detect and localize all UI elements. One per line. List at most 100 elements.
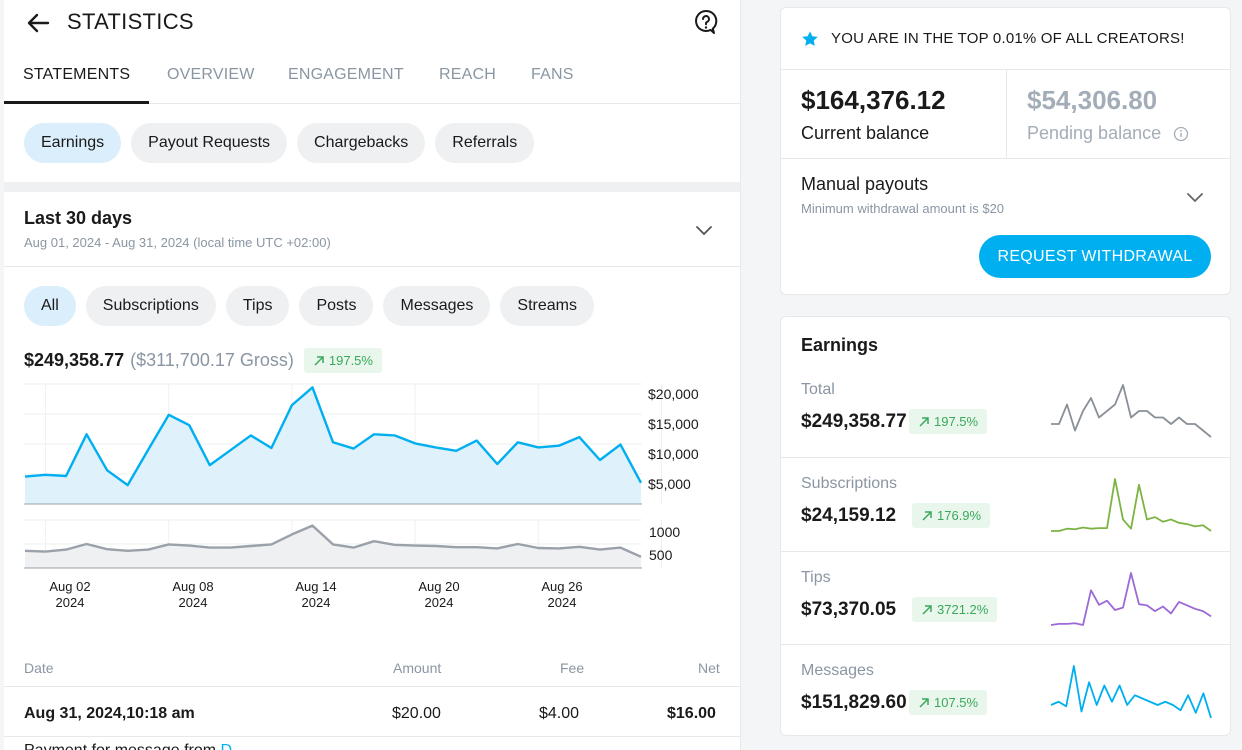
chip-messages[interactable]: Messages (383, 286, 491, 326)
divider (781, 551, 1230, 552)
chip-subscriptions[interactable]: Subscriptions (85, 286, 216, 326)
y-tick-label: 500 (649, 547, 673, 563)
metric-messages[interactable]: Messages $151,829.60 107.5% (781, 662, 1230, 750)
tab-statements[interactable]: STATEMENTS (23, 66, 131, 83)
chip-payout-requests[interactable]: Payout Requests (131, 123, 288, 163)
earnings-series-area (25, 387, 641, 504)
x-tick-label: Aug 20 2024 (418, 579, 460, 610)
statement-type-chips: Earnings Payout Requests Chargebacks Ref… (24, 123, 535, 163)
sparkline-subscriptions (1051, 478, 1212, 532)
chip-posts[interactable]: Posts (299, 286, 374, 326)
earnings-totals: $249,358.77 ($311,700.17 Gross) 197.5% (24, 348, 382, 373)
divider (781, 158, 1230, 159)
current-balance-amount: $164,376.12 (801, 85, 946, 115)
metric-value: $249,358.77 (801, 411, 907, 432)
row-description: Payment for message from D... (24, 742, 245, 750)
sparkline-path (1050, 572, 1212, 626)
metric-tips[interactable]: Tips $73,370.05 3721.2% (781, 569, 1230, 662)
trend-up-icon (314, 355, 324, 366)
x-tick-label: Aug 26 2024 (541, 579, 583, 610)
x-tick-label: Aug 08 2024 (172, 579, 214, 610)
chevron-down-icon[interactable] (1184, 186, 1206, 208)
period-range: Aug 01, 2024 - Aug 31, 2024 (local time … (24, 235, 331, 250)
column-header-date: Date (24, 660, 54, 676)
divider (781, 457, 1230, 458)
back-arrow-icon[interactable] (24, 9, 52, 37)
metric-label: Messages (801, 662, 874, 679)
tab-overview[interactable]: OVERVIEW (167, 66, 255, 83)
row-net: $16.00 (667, 705, 716, 722)
metric-subscriptions[interactable]: Subscriptions $24,159.12 176.9% (781, 475, 1230, 568)
chip-chargebacks[interactable]: Chargebacks (297, 123, 426, 163)
metric-label: Tips (801, 569, 831, 586)
manual-payouts-title[interactable]: Manual payouts (801, 174, 929, 194)
manual-payouts-subtitle: Minimum withdrawal amount is $20 (801, 201, 1005, 216)
earnings-summary-title: Earnings (801, 335, 879, 355)
metric-value: $73,370.05 (801, 599, 897, 620)
balance-card: YOU ARE IN THE TOP 0.01% OF ALL CREATORS… (780, 7, 1231, 295)
sparkline-tips (1050, 572, 1212, 626)
earnings-summary-card: Earnings Total $249,358.77 197.5% Subscr… (780, 316, 1231, 736)
change-badge: 107.5% (909, 690, 988, 715)
column-header-net: Net (698, 660, 720, 676)
current-balance-label: Current balance (801, 123, 930, 143)
period-label[interactable]: Last 30 days (24, 208, 133, 228)
metric-label: Total (801, 381, 835, 398)
y-tick-label: 1000 (649, 524, 681, 540)
chip-earnings[interactable]: Earnings (24, 123, 122, 163)
banner-text: YOU ARE IN THE TOP 0.01% OF ALL CREATORS… (831, 30, 1185, 47)
chip-streams[interactable]: Streams (500, 286, 594, 326)
change-badge: 197.5% (303, 348, 382, 373)
tab-fans[interactable]: FANS (531, 66, 574, 83)
change-badge: 176.9% (912, 503, 991, 528)
sparkline-total (1051, 384, 1212, 438)
chip-all[interactable]: All (24, 286, 76, 326)
x-tick-label: Aug 02 2024 (49, 579, 91, 610)
sparkline-path (1050, 665, 1212, 719)
x-tick-label: Aug 14 2024 (295, 579, 337, 610)
tab-engagement[interactable]: ENGAGEMENT (288, 66, 404, 83)
statistics-panel: STATISTICS STATEMENTS OVERVIEW ENGAGEMEN… (4, 0, 741, 750)
sender-link[interactable]: D... (221, 742, 246, 750)
gross-total: ($311,700.17 Gross) (130, 350, 294, 370)
pending-balance: $54,306.80 Pending balance (1007, 70, 1230, 158)
info-icon[interactable] (1173, 126, 1189, 142)
net-total: $249,358.77 (24, 350, 125, 370)
sparkline-path (1051, 478, 1212, 532)
star-icon (802, 30, 818, 46)
divider (4, 266, 740, 267)
y-tick-label: $20,000 (648, 386, 699, 402)
pending-balance-amount: $54,306.80 (1027, 85, 1158, 115)
sparkline-path (1051, 384, 1212, 438)
pending-balance-label: Pending balance (1027, 123, 1189, 144)
active-tab-indicator (4, 101, 149, 104)
top-creator-banner: YOU ARE IN THE TOP 0.01% OF ALL CREATORS… (781, 8, 1230, 70)
change-badge: 3721.2% (912, 597, 998, 622)
count-chart (24, 519, 663, 569)
trend-up-icon (919, 697, 929, 708)
chevron-down-icon[interactable] (694, 220, 714, 240)
divider (4, 686, 740, 687)
y-tick-label: $10,000 (648, 446, 699, 462)
stats-tabs: STATEMENTS OVERVIEW ENGAGEMENT REACH FAN… (4, 44, 740, 104)
change-badge: 197.5% (909, 409, 988, 434)
metric-value: $24,159.12 (801, 505, 897, 526)
metric-total[interactable]: Total $249,358.77 197.5% (781, 381, 1230, 474)
y-tick-label: $5,000 (648, 476, 691, 492)
tab-reach[interactable]: REACH (439, 66, 497, 83)
metric-label: Subscriptions (801, 475, 898, 492)
help-icon[interactable] (692, 8, 720, 36)
column-header-amount: Amount (393, 660, 442, 676)
current-balance: $164,376.12 Current balance (781, 70, 1006, 158)
divider (1006, 70, 1007, 158)
row-date: Aug 31, 2024,10:18 am (24, 705, 195, 722)
chip-referrals[interactable]: Referrals (435, 123, 535, 163)
request-withdrawal-button[interactable]: REQUEST WITHDRAWAL (979, 235, 1211, 278)
trend-up-icon (922, 510, 932, 521)
column-header-fee: Fee (560, 660, 585, 676)
divider (781, 644, 1230, 645)
trend-up-icon (922, 604, 932, 615)
chip-tips[interactable]: Tips (225, 286, 290, 326)
divider (4, 182, 740, 192)
sparkline-messages (1050, 665, 1212, 719)
